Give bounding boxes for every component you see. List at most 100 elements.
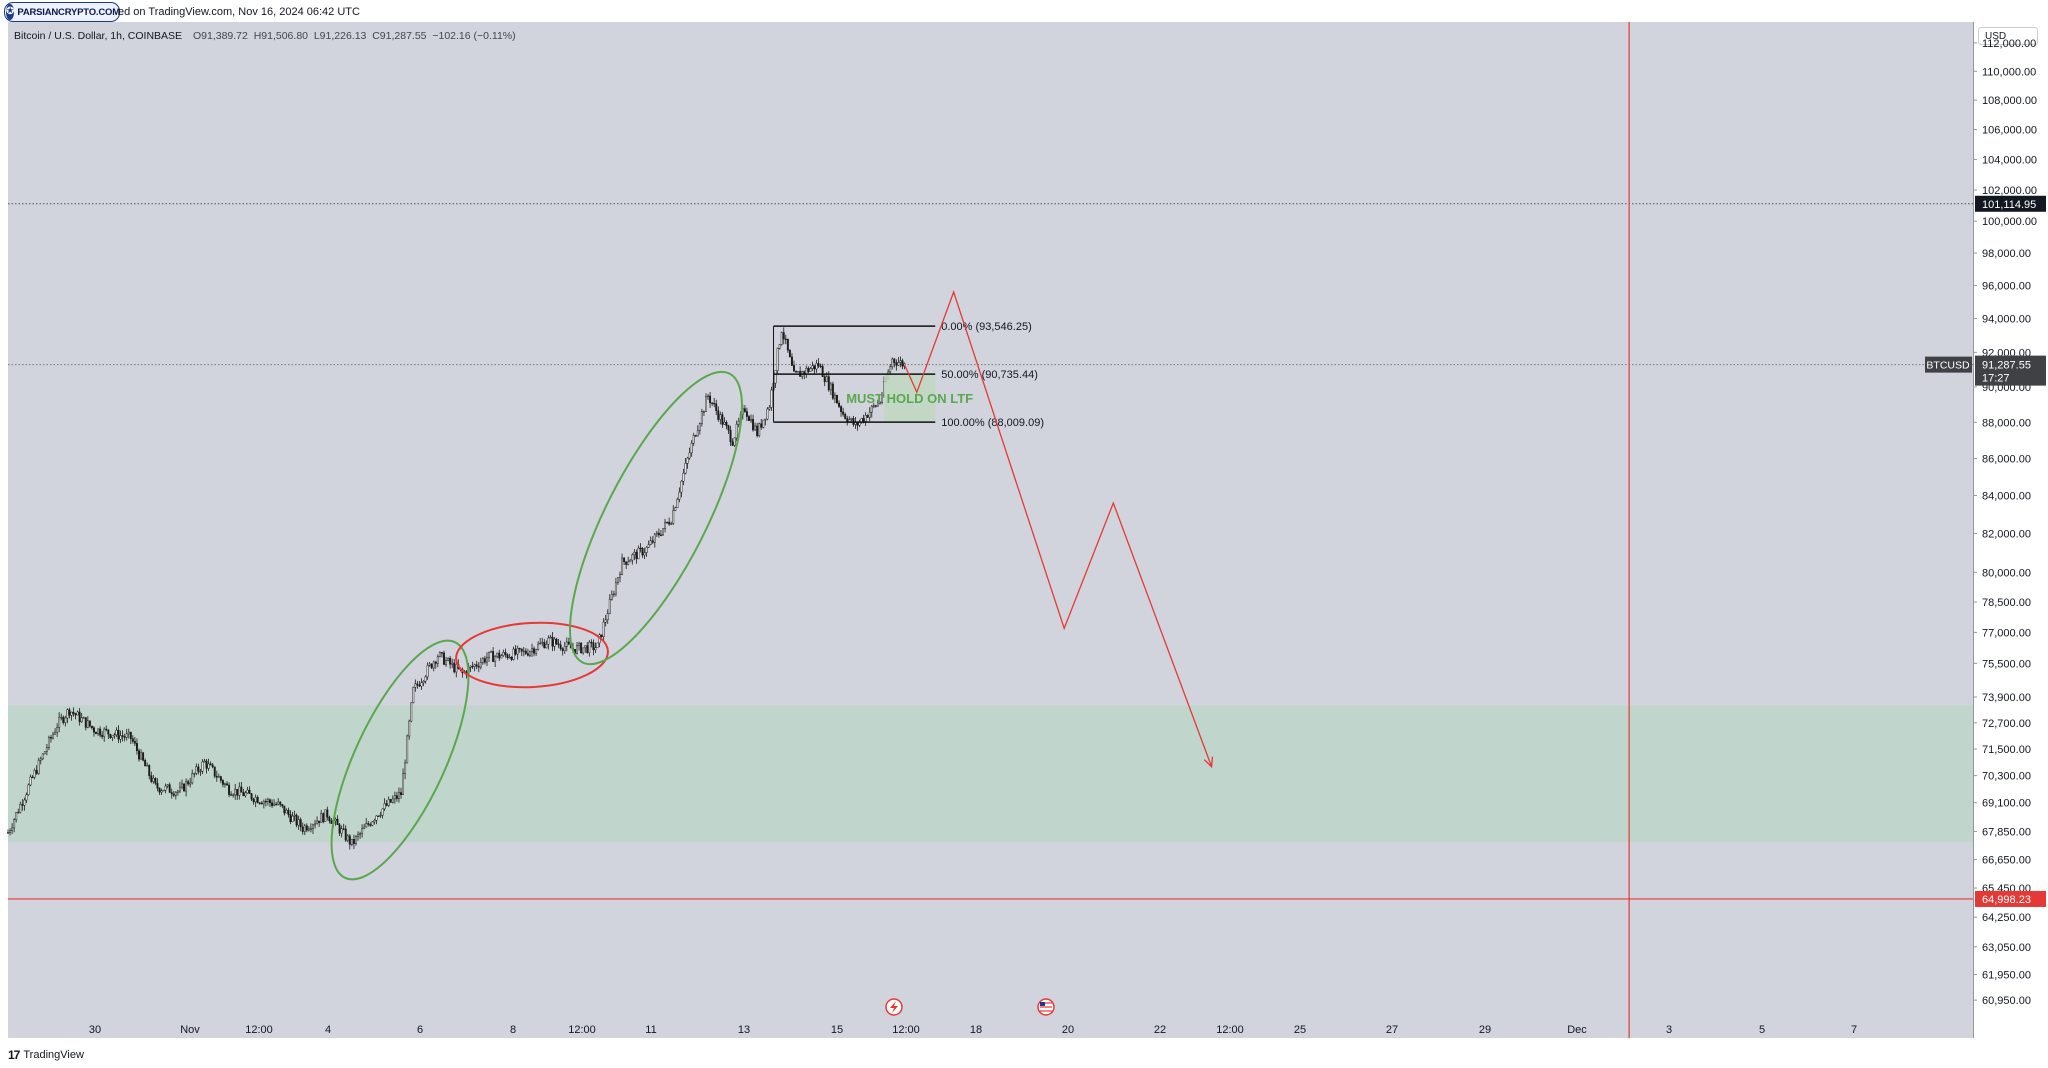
candle-body	[445, 660, 447, 665]
x-tick-label: 15	[831, 1024, 843, 1036]
candle-body	[95, 732, 97, 735]
candle-body	[23, 799, 26, 806]
candle-body	[533, 648, 536, 654]
x-tick-label: 12:00	[568, 1024, 596, 1036]
candle-body	[52, 733, 54, 739]
y-tick-label: 72,700.00	[1982, 718, 2031, 730]
candle-body	[228, 784, 231, 795]
candle-body	[455, 664, 458, 673]
tradingview-brand[interactable]: 17 TradingView	[8, 1048, 84, 1062]
candle-body	[647, 544, 650, 548]
candle-body	[430, 663, 433, 669]
candle-body	[334, 818, 337, 822]
candle-body	[295, 814, 298, 826]
candle-body	[363, 826, 366, 830]
candle-body	[686, 457, 689, 464]
x-tick-label: 25	[1294, 1024, 1306, 1036]
candle-body	[846, 418, 849, 423]
candle-body	[418, 684, 421, 687]
candle-body	[226, 783, 228, 786]
candle-body	[424, 676, 427, 682]
candle-body	[625, 561, 628, 565]
x-tick-label: 29	[1479, 1024, 1491, 1036]
candle-body	[82, 717, 85, 719]
candle-body	[187, 781, 190, 785]
candle-body	[694, 435, 697, 437]
countdown-label: 17:27	[1982, 373, 2010, 385]
candle-body	[146, 765, 149, 767]
candle-body	[355, 836, 357, 844]
fib-label-2: 100.00% (88,009.09)	[941, 417, 1044, 429]
candle-body	[293, 814, 296, 817]
x-tick-label: 3	[1666, 1024, 1672, 1036]
candle-body	[864, 414, 867, 422]
last-price-label: 91,287.55	[1982, 360, 2031, 372]
candle-body	[426, 665, 429, 678]
candle-body	[641, 548, 644, 556]
candle-body	[150, 775, 153, 782]
candle-body	[168, 784, 171, 793]
candle-body	[811, 365, 814, 369]
projection-path	[903, 290, 1213, 767]
candle-body	[318, 820, 321, 823]
candle-body	[109, 733, 112, 739]
candle-body	[420, 682, 423, 687]
candle-body	[142, 752, 145, 761]
y-tick-label: 88,000.00	[1982, 417, 2031, 429]
candle-body	[373, 820, 376, 823]
candle-body	[189, 782, 192, 785]
candle-body	[402, 773, 405, 795]
candle-body	[152, 777, 155, 782]
candle-body	[870, 405, 873, 413]
price-axis[interactable]	[1973, 22, 2048, 1038]
candle-body	[727, 425, 730, 431]
candle-body	[725, 422, 728, 426]
candle-body	[377, 815, 380, 817]
symbol-tag: BTCUSD	[1926, 360, 1970, 372]
currency-selector[interactable]: USD	[1978, 27, 2038, 45]
candle-body	[117, 729, 120, 740]
candle-body	[379, 814, 382, 817]
x-tick-label: 8	[510, 1024, 516, 1036]
candle-body	[103, 728, 106, 737]
candle-body	[688, 452, 691, 459]
candle-body	[432, 661, 435, 669]
candle-body	[617, 577, 619, 583]
candle-body	[449, 657, 452, 665]
candle-body	[258, 802, 261, 804]
candle-body	[829, 383, 832, 391]
symbol-title: Bitcoin / U.S. Dollar, 1h, COINBASE	[14, 30, 183, 42]
candle-body	[236, 788, 239, 796]
candle-body	[414, 683, 417, 688]
candle-body	[209, 763, 212, 766]
candle-body	[285, 809, 288, 814]
candle-body	[524, 650, 527, 654]
candle-body	[19, 804, 22, 813]
candle-body	[868, 411, 871, 418]
candle-body	[760, 423, 763, 428]
candle-body	[490, 651, 493, 653]
candle-body	[817, 363, 820, 367]
candle-body	[90, 725, 93, 729]
candle-body	[629, 559, 632, 563]
x-tick-label: 12:00	[1216, 1024, 1244, 1036]
candle-body	[447, 657, 450, 661]
candle-body	[158, 787, 161, 793]
candle-body	[690, 442, 693, 454]
candle-body	[13, 819, 16, 829]
candle-body	[608, 599, 611, 614]
candle-body	[522, 650, 525, 653]
candle-body	[60, 716, 63, 719]
candle-body	[737, 421, 740, 425]
candle-body	[203, 760, 206, 763]
candle-body	[135, 743, 138, 751]
candle-body	[840, 406, 843, 413]
candle-body	[692, 435, 695, 444]
candle-body	[633, 551, 636, 556]
candle-body	[874, 405, 877, 407]
candle-body	[232, 794, 235, 796]
y-tick-label: 110,000.00	[1982, 66, 2036, 78]
candle-body	[41, 753, 44, 760]
candle-body	[224, 783, 226, 785]
